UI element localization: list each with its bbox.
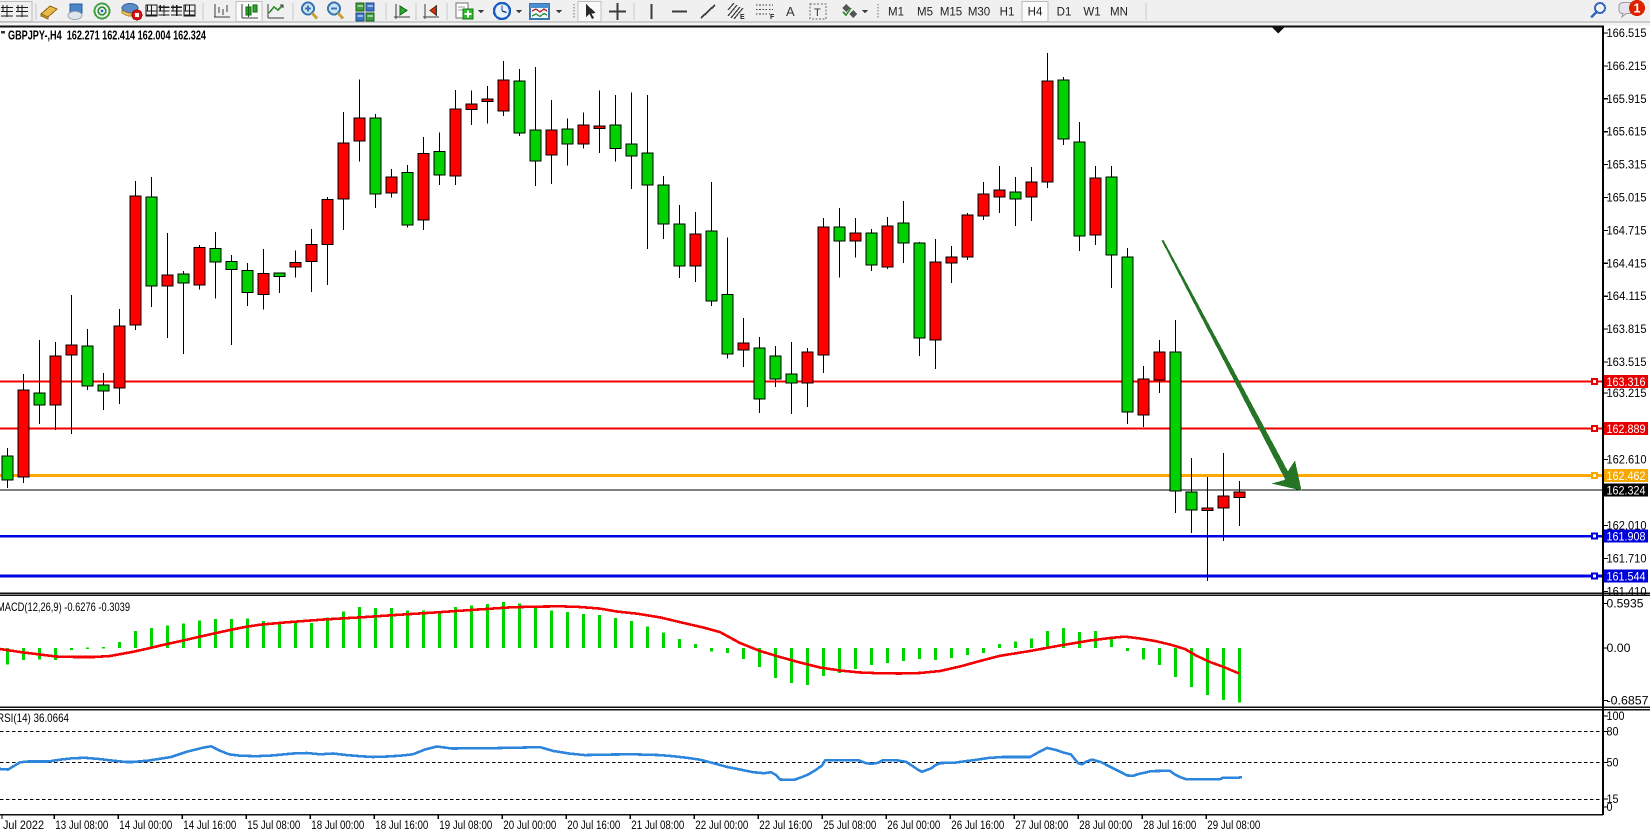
svg-text:26 Jul 16:00: 26 Jul 16:00 [951,820,1004,832]
svg-text:166.215: 166.215 [1607,61,1647,73]
svg-text:25 Jul 08:00: 25 Jul 08:00 [823,820,876,832]
svg-text:165.615: 165.615 [1607,127,1647,139]
svg-text:165.015: 165.015 [1607,193,1647,205]
svg-text:M15: M15 [940,7,962,19]
svg-text:166.515: 166.515 [1607,28,1647,40]
svg-text:165.915: 165.915 [1607,94,1647,106]
svg-text:161.908: 161.908 [1607,532,1646,544]
svg-text:1: 1 [1634,2,1641,16]
svg-text:164.115: 164.115 [1607,291,1647,303]
svg-text:E: E [740,14,745,21]
svg-text:50: 50 [1607,758,1619,770]
svg-text:T: T [814,7,821,19]
svg-text:H1: H1 [1000,7,1015,19]
svg-text:M5: M5 [917,7,933,19]
svg-text:21 Jul 08:00: 21 Jul 08:00 [631,820,684,832]
svg-text:M1: M1 [888,7,904,19]
svg-text:161.710: 161.710 [1607,554,1647,566]
svg-text:162.610: 162.610 [1607,455,1647,467]
svg-text:27 Jul 08:00: 27 Jul 08:00 [1015,820,1068,832]
svg-text:-0.6857: -0.6857 [1607,696,1649,708]
svg-text:164.415: 164.415 [1607,258,1647,270]
svg-text:D1: D1 [1057,7,1072,19]
svg-text:162.324: 162.324 [1607,486,1647,498]
svg-text:162.010: 162.010 [1607,521,1647,533]
svg-text:15 Jul 08:00: 15 Jul 08:00 [247,820,300,832]
svg-text:22 Jul 00:00: 22 Jul 00:00 [695,820,748,832]
svg-text:M30: M30 [968,7,990,19]
svg-text:14 Jul 00:00: 14 Jul 00:00 [119,820,172,832]
svg-text:0.5935: 0.5935 [1607,599,1644,611]
svg-text:28 Jul 00:00: 28 Jul 00:00 [1079,820,1132,832]
svg-text:163.515: 163.515 [1607,357,1647,369]
svg-text:0.00: 0.00 [1607,643,1631,655]
svg-text:163.215: 163.215 [1607,388,1647,400]
svg-text:13 Jul 08:00: 13 Jul 08:00 [55,820,108,832]
svg-text:164.715: 164.715 [1607,225,1647,237]
svg-text:161.410: 161.410 [1607,587,1647,599]
svg-text:W1: W1 [1083,7,1100,19]
svg-text:163.815: 163.815 [1607,324,1647,336]
svg-text:14 Jul 16:00: 14 Jul 16:00 [183,820,236,832]
svg-text:26 Jul 00:00: 26 Jul 00:00 [887,820,940,832]
svg-text:GBPJPY-,H4 162.271 162.414 16: GBPJPY-,H4 162.271 162.414 162.004 162.3… [8,29,206,43]
svg-text:A: A [786,4,795,19]
svg-text:18 Jul 16:00: 18 Jul 16:00 [375,820,428,832]
svg-text:18 Jul 00:00: 18 Jul 00:00 [311,820,364,832]
svg-text:22 Jul 16:00: 22 Jul 16:00 [759,820,812,832]
svg-text:F: F [770,14,775,21]
svg-text:15: 15 [1607,794,1619,806]
svg-text:162.462: 162.462 [1607,471,1646,483]
svg-text:Jul 2022: Jul 2022 [3,820,44,832]
svg-text:161.544: 161.544 [1607,572,1647,584]
svg-text:RSI(14) 36.0664: RSI(14) 36.0664 [0,711,69,725]
svg-text:80: 80 [1607,727,1619,739]
svg-text:165.315: 165.315 [1607,160,1647,172]
svg-text:MACD(12,26,9) -0.6276 -0.3039: MACD(12,26,9) -0.6276 -0.3039 [0,600,130,614]
svg-text:100: 100 [1607,711,1625,723]
svg-text:20 Jul 16:00: 20 Jul 16:00 [567,820,620,832]
svg-text:20 Jul 00:00: 20 Jul 00:00 [503,820,556,832]
svg-text:19 Jul 08:00: 19 Jul 08:00 [439,820,492,832]
svg-text:163.316: 163.316 [1607,377,1646,389]
svg-text:MN: MN [1110,7,1128,19]
svg-text:0: 0 [1607,802,1613,814]
svg-text:162.889: 162.889 [1607,424,1646,436]
svg-text:28 Jul 16:00: 28 Jul 16:00 [1143,820,1196,832]
svg-text:H4: H4 [1028,7,1043,19]
svg-text:29 Jul 08:00: 29 Jul 08:00 [1207,820,1260,832]
